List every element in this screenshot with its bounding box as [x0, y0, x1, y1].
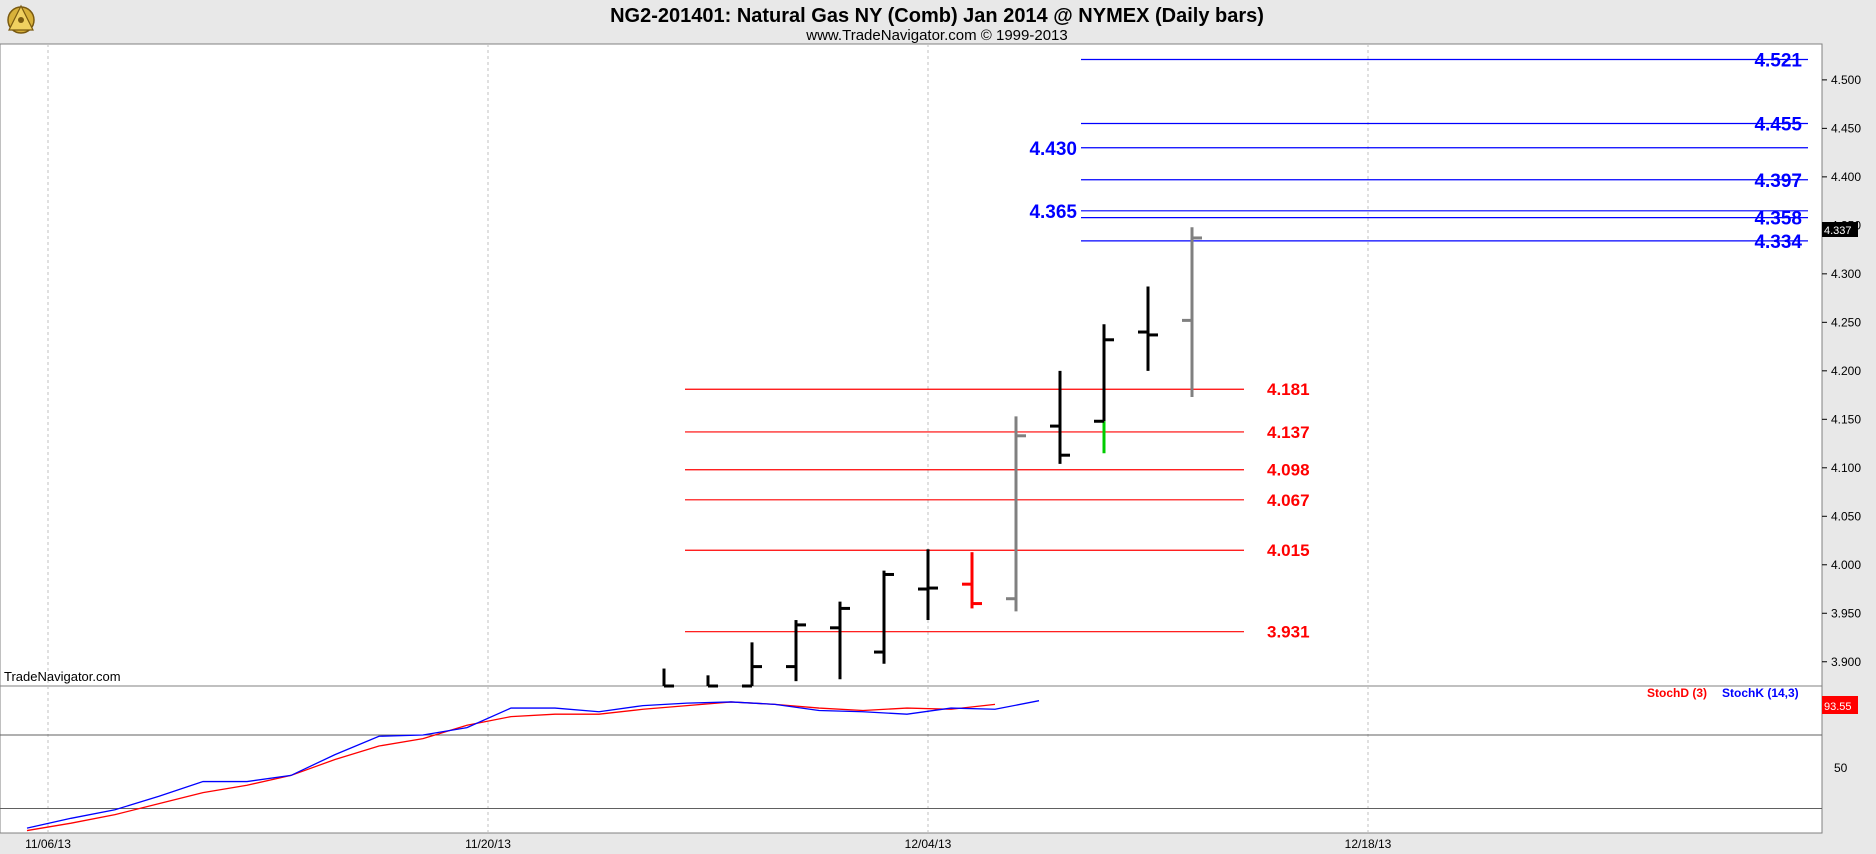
last-price-badge — [1822, 222, 1858, 237]
y-tick-label: 4.450 — [1831, 121, 1861, 135]
ohlc-bar — [1138, 286, 1158, 371]
chart-title: NG2-201401: Natural Gas NY (Comb) Jan 20… — [610, 5, 1264, 27]
date-axis-ticks: 11/06/13 11/20/13 12/04/13 12/18/13 — [25, 837, 1392, 851]
y-tick-label: 4.150 — [1831, 412, 1861, 426]
blue-level-label: 4.430 — [1029, 139, 1077, 160]
x-tick-label: 12/04/13 — [905, 837, 952, 851]
x-tick-label: 12/18/13 — [1345, 837, 1392, 851]
watermark: TradeNavigator.com — [4, 669, 121, 684]
ohlc-bars — [662, 227, 1202, 688]
stoch-value-badge-text: 93.55 — [1824, 701, 1852, 713]
y-tick-label: 3.900 — [1831, 655, 1861, 669]
y-tick-label: 4.500 — [1831, 73, 1861, 87]
y-tick-label: 3.950 — [1831, 606, 1861, 620]
ohlc-bar — [742, 642, 762, 688]
legend-stochk: StochK (14,3) — [1722, 686, 1799, 700]
price-panel[interactable] — [0, 43, 1823, 687]
red-level-label: 4.098 — [1267, 461, 1310, 480]
legend-stochd: StochD (3) — [1647, 686, 1707, 700]
red-level-label: 4.067 — [1267, 491, 1310, 510]
ohlc-bar — [1006, 416, 1026, 612]
red-level-label: 4.137 — [1267, 423, 1310, 442]
ohlc-bar — [1050, 370, 1070, 464]
y-tick-label: 4.200 — [1831, 364, 1861, 378]
blue-level-label: 4.521 — [1754, 51, 1802, 72]
price-axis-ticks: 4.5004.4504.4004.3504.3004.2504.2004.150… — [1822, 73, 1861, 669]
x-tick-label: 11/06/13 — [25, 837, 71, 851]
red-level-label: 4.181 — [1267, 380, 1310, 399]
ohlc-bar — [918, 549, 938, 621]
ohlc-bar — [1182, 227, 1202, 398]
last-price-badge-text: 4.337 — [1824, 225, 1852, 237]
y-tick-label: 4.250 — [1831, 315, 1861, 329]
sextant-logo-icon — [7, 4, 35, 34]
red-level-label: 4.015 — [1267, 541, 1310, 560]
stoch-series-line — [26, 700, 1040, 829]
y-tick-label: 4.050 — [1831, 509, 1861, 523]
ohlc-bar — [706, 675, 718, 688]
ohlc-bar — [1094, 324, 1114, 454]
y-tick-label: 4.000 — [1831, 558, 1861, 572]
red-level-label: 3.931 — [1267, 623, 1310, 642]
blue-level-label: 4.455 — [1754, 115, 1802, 136]
chart-subtitle: www.TradeNavigator.com © 1999-2013 — [805, 27, 1067, 44]
blue-level-label: 4.365 — [1029, 202, 1077, 223]
ohlc-bar — [662, 668, 674, 688]
ohlc-bar — [962, 552, 982, 609]
blue-level-label: 4.397 — [1754, 171, 1802, 192]
y-tick-label: 4.300 — [1831, 267, 1861, 281]
x-tick-label: 11/20/13 — [465, 837, 511, 851]
ohlc-bar — [786, 620, 806, 682]
stoch-series-line — [26, 701, 996, 832]
stoch-tick-50: 50 — [1834, 761, 1848, 775]
stochastic-lines — [0, 700, 1822, 832]
y-tick-label: 4.400 — [1831, 170, 1861, 184]
y-tick-label: 4.100 — [1831, 461, 1861, 475]
blue-level-label: 4.358 — [1754, 209, 1802, 230]
stoch-value-badge — [1822, 696, 1858, 714]
ohlc-bar — [874, 570, 894, 664]
blue-level-label: 4.334 — [1754, 232, 1802, 253]
ohlc-bar — [830, 601, 850, 680]
